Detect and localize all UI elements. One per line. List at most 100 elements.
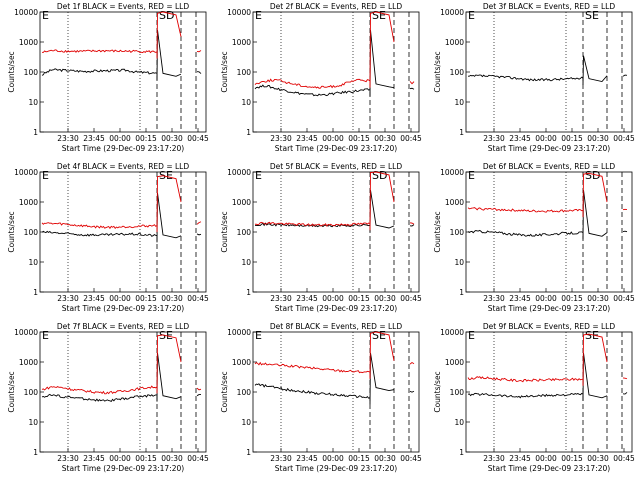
- x-tick-label: 23:30: [57, 134, 79, 143]
- x-tick-label: 23:30: [270, 134, 292, 143]
- y-tick-label: 1: [33, 128, 38, 137]
- y-tick-label: 10: [241, 418, 251, 427]
- chart-panel: Det 6f BLACK = Events, RED = LLD 1 10 100 10…: [433, 162, 635, 313]
- x-tick-label: 00:00: [322, 134, 344, 143]
- series-line: [41, 30, 182, 81]
- chart-panel: Det 5f BLACK = Events, RED = LLD 1 10 100 10…: [220, 162, 422, 313]
- y-tick-label: 100: [24, 228, 39, 237]
- marker-left: E: [468, 9, 475, 22]
- marker-left: E: [42, 329, 49, 342]
- chart-panel: Det 8f BLACK = Events, RED = LLD 1 10 100 10…: [220, 322, 422, 473]
- x-tick-label: 00:00: [535, 134, 557, 143]
- y-tick-label: 1000: [232, 358, 251, 367]
- x-tick-label: 00:30: [374, 294, 396, 303]
- x-tick-label: 00:30: [374, 454, 396, 463]
- x-tick-label: 00:45: [613, 134, 635, 143]
- series-line-post: [409, 222, 415, 225]
- series-line: [467, 172, 608, 218]
- x-tick-label: 23:30: [57, 294, 79, 303]
- series-line-post: [196, 233, 202, 236]
- x-tick-label: 00:45: [400, 294, 422, 303]
- y-tick-label: 10000: [440, 8, 464, 17]
- marker-right: SE: [585, 9, 599, 22]
- series-line: [254, 30, 395, 97]
- chart-panel: Det 4f BLACK = Events, RED = LLD 1 10 100 10…: [7, 162, 209, 313]
- y-axis-label: Counts/sec: [7, 51, 16, 92]
- series-line-post: [196, 387, 202, 391]
- marker-right: SE: [372, 9, 386, 22]
- x-tick-label: 00:00: [109, 454, 131, 463]
- x-tick-label: 23:45: [509, 454, 531, 463]
- y-tick-label: 10000: [14, 8, 38, 17]
- x-tick-label: 00:45: [187, 454, 209, 463]
- chart-title: Det 8f BLACK = Events, RED = LLD: [270, 322, 403, 331]
- x-tick-label: 23:45: [509, 134, 531, 143]
- series-line: [254, 189, 395, 232]
- x-tick-label: 00:00: [322, 294, 344, 303]
- y-tick-label: 100: [24, 388, 39, 397]
- x-tick-label: 00:45: [187, 294, 209, 303]
- x-tick-label: 00:00: [109, 294, 131, 303]
- chart-panel: Det 9f BLACK = Events, RED = LLD 1 10 100 10…: [433, 322, 635, 473]
- x-axis-label: Start Time (29-Dec-09 23:17:20): [275, 464, 397, 473]
- x-tick-label: 00:45: [400, 134, 422, 143]
- chart-title: Det 5f BLACK = Events, RED = LLD: [270, 162, 403, 171]
- x-axis-label: Start Time (29-Dec-09 23:17:20): [275, 304, 397, 313]
- y-tick-label: 1000: [232, 38, 251, 47]
- x-axis-label: Start Time (29-Dec-09 23:17:20): [488, 144, 610, 153]
- x-tick-label: 00:45: [613, 294, 635, 303]
- x-tick-label: 23:45: [83, 454, 105, 463]
- x-axis-label: Start Time (29-Dec-09 23:17:20): [62, 464, 184, 473]
- chart-panel: Det 7f BLACK = Events, RED = LLD 1 10 100 10…: [7, 322, 209, 473]
- chart-title: Det 2f BLACK = Events, RED = LLD: [270, 2, 403, 11]
- x-axis-label: Start Time (29-Dec-09 23:17:20): [488, 304, 610, 313]
- x-tick-label: 00:30: [161, 294, 183, 303]
- y-tick-label: 10000: [14, 328, 38, 337]
- x-tick-label: 23:30: [270, 294, 292, 303]
- y-tick-label: 10: [241, 98, 251, 107]
- x-tick-label: 23:30: [483, 294, 505, 303]
- x-tick-label: 23:45: [296, 454, 318, 463]
- y-tick-label: 100: [450, 228, 465, 237]
- marker-left: E: [255, 329, 262, 342]
- marker-right: SD: [372, 169, 387, 182]
- x-tick-label: 00:15: [561, 454, 583, 463]
- series-line: [41, 192, 182, 243]
- y-axis-label: Counts/sec: [433, 51, 442, 92]
- x-axis-label: Start Time (29-Dec-09 23:17:20): [62, 304, 184, 313]
- y-tick-label: 10000: [440, 168, 464, 177]
- y-tick-label: 10000: [227, 328, 251, 337]
- y-tick-label: 1: [459, 448, 464, 457]
- y-axis-label: Counts/sec: [433, 211, 442, 252]
- x-tick-label: 00:30: [587, 134, 609, 143]
- x-axis-label: Start Time (29-Dec-09 23:17:20): [488, 464, 610, 473]
- marker-left: E: [468, 329, 475, 342]
- x-tick-label: 23:45: [296, 134, 318, 143]
- y-tick-label: 100: [450, 68, 465, 77]
- y-tick-label: 1: [33, 288, 38, 297]
- x-tick-label: 00:30: [374, 134, 396, 143]
- chart-panel: Det 3f BLACK = Events, RED = LLD 1 10 100 10…: [433, 2, 635, 153]
- y-tick-label: 1000: [19, 198, 38, 207]
- x-tick-label: 00:30: [161, 134, 183, 143]
- chart-title: Det 4f BLACK = Events, RED = LLD: [57, 162, 190, 171]
- series-line-post: [196, 221, 202, 225]
- y-tick-label: 1000: [19, 358, 38, 367]
- y-tick-label: 10: [454, 258, 464, 267]
- series-line: [41, 334, 182, 395]
- marker-right: SE: [585, 329, 599, 342]
- series-line-post: [622, 230, 628, 233]
- marker-left: E: [42, 169, 49, 182]
- marker-left: E: [42, 9, 49, 22]
- chart-panel: Det 1f BLACK = Events, RED = LLD 1 10 100 10…: [7, 2, 209, 153]
- y-tick-label: 10000: [227, 8, 251, 17]
- marker-left: E: [255, 9, 262, 22]
- x-tick-label: 23:30: [270, 454, 292, 463]
- x-tick-label: 00:45: [613, 454, 635, 463]
- y-tick-label: 1: [246, 448, 251, 457]
- y-tick-label: 10: [28, 98, 38, 107]
- marker-right: SE: [159, 169, 173, 182]
- y-tick-label: 100: [237, 68, 252, 77]
- y-axis-label: Counts/sec: [433, 371, 442, 412]
- x-tick-label: 00:00: [109, 134, 131, 143]
